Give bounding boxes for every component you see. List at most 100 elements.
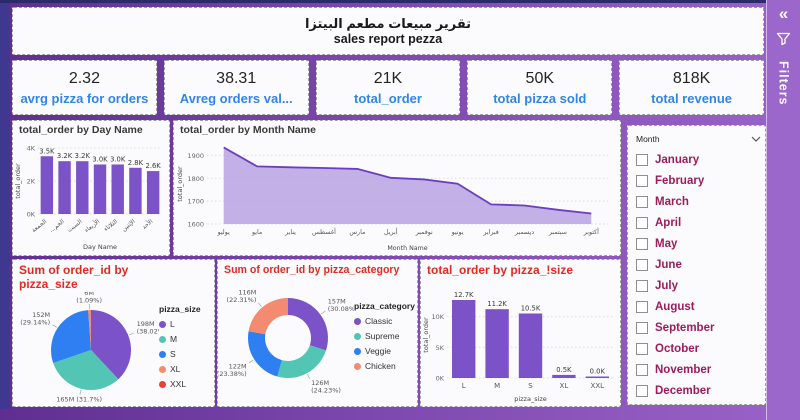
checkbox[interactable] [636, 237, 648, 250]
legend-item-classic[interactable]: Classic [354, 314, 415, 329]
bar-4[interactable] [585, 376, 609, 378]
collapse-pane-icon[interactable]: « [778, 4, 789, 23]
x-tick-label: السبت [66, 218, 84, 234]
pizza-category-donut-chart: 157M(30.08%) 126M(24.23%) 122M(23.38%) 116M… [218, 289, 354, 395]
legend-item-xl[interactable]: XL [159, 362, 201, 377]
report-title-card: تقرير مبيعات مطعم البيتزا sales report p… [12, 7, 764, 55]
slicer-item-label: June [655, 258, 682, 271]
checkbox[interactable] [636, 384, 648, 397]
y-tick-label: 0K [27, 211, 36, 219]
chevron-down-icon[interactable] [751, 136, 761, 142]
kpi-card-avg-pizza[interactable]: 2.32 avrg pizza for orders [12, 60, 157, 115]
x-tick-label: يوليو [217, 229, 230, 236]
slice-m[interactable] [53, 349, 119, 390]
checkbox[interactable] [636, 216, 648, 229]
slicer-item-february[interactable]: February [636, 170, 761, 191]
legend-item-supreme[interactable]: Supreme [354, 329, 415, 344]
bar-0[interactable] [40, 156, 54, 214]
legend-item-chicken[interactable]: Chicken [354, 359, 415, 374]
value-label: 3.5K [39, 147, 55, 155]
x-tick-label: يناير [284, 229, 296, 236]
slicer-item-label: December [655, 384, 711, 397]
value-label: 3.0K [110, 156, 126, 164]
x-tick-label: XL [560, 382, 569, 390]
slicer-item-october[interactable]: October [636, 338, 761, 359]
bar-6[interactable] [146, 171, 160, 214]
legend-item-veggie[interactable]: Veggie [354, 344, 415, 359]
slicer-item-september[interactable]: September [636, 317, 761, 338]
slicer-item-july[interactable]: July [636, 275, 761, 296]
slice-label: 157M(30.08%) [328, 297, 354, 313]
kpi-label: total_order [354, 90, 422, 106]
slice-label: 116M (22.31%) [227, 289, 257, 305]
x-tick-label: أبريل [384, 227, 398, 236]
x-tick-label: نوفمبر [415, 229, 433, 236]
legend-item-m[interactable]: M [159, 332, 201, 347]
slice-veggie[interactable] [248, 331, 282, 377]
bar-3[interactable] [552, 374, 576, 378]
checkbox[interactable] [636, 363, 648, 376]
y-tick-label: 5K [436, 344, 445, 352]
slice-classic[interactable] [288, 298, 328, 351]
checkbox[interactable] [636, 342, 648, 355]
bar-3[interactable] [93, 164, 107, 215]
x-tick-label: الإثنين [121, 218, 137, 233]
value-label: 10.5K [521, 304, 541, 312]
slicer-item-may[interactable]: May [636, 233, 761, 254]
slicer-item-label: October [655, 342, 700, 355]
slicer-item-april[interactable]: April [636, 212, 761, 233]
checkbox[interactable] [636, 279, 648, 292]
report-title-arabic: تقرير مبيعات مطعم البيتزا [304, 16, 472, 31]
legend-dot [354, 362, 361, 370]
y-tick-label: 4K [27, 145, 36, 153]
report-title-english: sales report pezza [333, 32, 443, 46]
slice-s[interactable] [51, 309, 91, 363]
slicer-item-november[interactable]: November [636, 359, 761, 380]
checkbox[interactable] [636, 174, 648, 187]
bar-0[interactable] [452, 299, 476, 378]
slicer-item-august[interactable]: August [636, 296, 761, 317]
slicer-item-label: July [655, 279, 679, 292]
slicer-item-march[interactable]: March [636, 191, 761, 212]
slice-label: 6M (1.09%) [76, 292, 102, 305]
legend-item-l[interactable]: L [159, 317, 201, 332]
value-label: 11.2K [487, 300, 507, 308]
slicer-item-june[interactable]: June [636, 254, 761, 275]
checkbox[interactable] [636, 258, 648, 271]
bar-2[interactable] [518, 313, 543, 378]
legend-item-xxl[interactable]: XXL [159, 377, 201, 392]
bar-1[interactable] [58, 161, 71, 214]
x-tick-label: M [494, 382, 500, 390]
slicer-item-december[interactable]: December [636, 380, 761, 401]
kpi-card-total-revenue[interactable]: 818K total revenue [619, 60, 764, 115]
x-axis-title: Month Name [387, 245, 427, 252]
area-fill[interactable] [223, 147, 592, 224]
bar-4[interactable] [111, 164, 124, 215]
slice-supreme[interactable] [277, 345, 326, 379]
area-line [223, 146, 592, 215]
slicer-item-label: September [655, 321, 715, 334]
kpi-card-avg-order-value[interactable]: 38.31 Avreg orders val... [163, 60, 309, 115]
checkbox[interactable] [636, 153, 648, 166]
kpi-row: 2.32 avrg pizza for orders 38.31 Avreg o… [12, 60, 764, 115]
bar-2[interactable] [76, 161, 89, 214]
y-axis-title: total_order [176, 166, 184, 202]
kpi-card-total-order[interactable]: 21K total_order [315, 60, 461, 115]
legend-item-s[interactable]: S [159, 347, 201, 362]
chart-title: total_order by Month Name [180, 124, 316, 136]
checkbox[interactable] [636, 300, 648, 313]
legend-dot [354, 317, 361, 325]
kpi-card-total-pizza-sold[interactable]: 50K total pizza sold [467, 60, 613, 115]
slice-l[interactable] [91, 309, 131, 379]
slicer-header-label: Month [636, 134, 660, 144]
checkbox[interactable] [636, 321, 648, 334]
value-label: 12.7K [454, 291, 474, 299]
slice-xl[interactable] [88, 309, 91, 350]
bar-1[interactable] [485, 308, 509, 378]
checkbox[interactable] [636, 195, 648, 208]
kpi-label: total revenue [651, 90, 733, 106]
value-label: 3.2K [75, 152, 91, 160]
bar-5[interactable] [129, 167, 142, 214]
slicer-item-january[interactable]: January [636, 149, 761, 170]
slice-chicken[interactable] [248, 298, 288, 335]
